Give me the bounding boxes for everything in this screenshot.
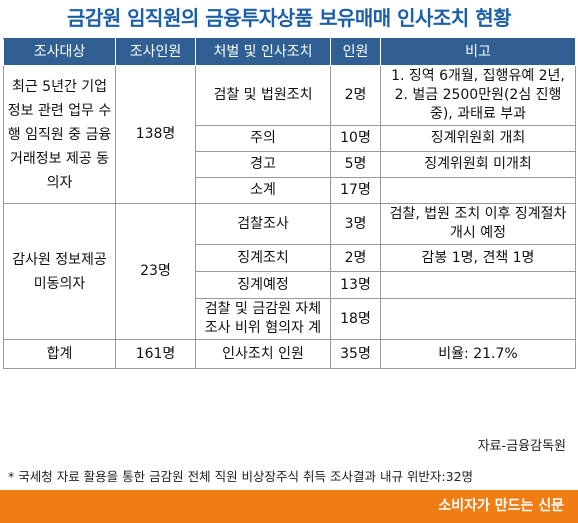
group2-note xyxy=(380,271,576,299)
group2-num: 13명 xyxy=(330,271,381,299)
group1-action: 경고 xyxy=(195,151,331,178)
table-header-row: 조사대상 조사인원 처벌 및 인사조치 인원 비고 xyxy=(3,38,576,66)
group1-note: 징계위원회 미개최 xyxy=(380,151,576,178)
group2-num: 3명 xyxy=(330,203,381,245)
group1-count: 138명 xyxy=(115,65,196,204)
source-credit: 자료-금융감독원 xyxy=(477,439,566,454)
group1-note xyxy=(380,177,576,204)
group2-note: 검찰, 법원 조치 이후 징계절차 개시 예정 xyxy=(380,203,576,245)
header-target: 조사대상 xyxy=(3,38,116,66)
total-count: 161명 xyxy=(115,339,196,369)
group2-num: 18명 xyxy=(330,298,381,340)
group1-note: 징계위원회 개최 xyxy=(380,125,576,152)
group2-action: 검찰조사 xyxy=(195,203,331,245)
total-row: 합계 161명 인사조치 인원 35명 비율: 21.7% xyxy=(3,339,576,369)
inspection-table: 조사대상 조사인원 처벌 및 인사조치 인원 비고 최근 5년간 기업정보 관련… xyxy=(3,38,576,369)
total-label: 합계 xyxy=(3,339,116,369)
header-num: 인원 xyxy=(330,38,381,66)
group1-action: 소계 xyxy=(195,177,331,204)
total-note: 비율: 21.7% xyxy=(380,339,576,369)
table-row: 징계예정 13명 xyxy=(4,271,576,299)
brand-slogan: 소비자가 만드는 신문 xyxy=(438,498,564,514)
page-title: 금감원 임직원의 금융투자상품 보유매매 인사조치 현황 xyxy=(66,6,512,30)
table-row: 소계 17명 xyxy=(4,177,576,204)
total-num: 35명 xyxy=(330,339,381,369)
table-row: 감사원 정보제공 미동의자 23명 검찰조사 3명 검찰, 법원 조치 이후 징… xyxy=(3,203,576,340)
header-action: 처벌 및 인사조치 xyxy=(195,38,331,66)
group1-action: 검찰 및 법원조치 xyxy=(195,65,331,126)
group2-action: 검찰 및 금감원 자체조사 비위 혐의자 계 xyxy=(195,298,331,340)
table-row: 징계조치 2명 감봉 1명, 견책 1명 xyxy=(4,244,576,272)
table-row: 주의 10명 징계위원회 개최 xyxy=(4,125,576,152)
group1-note: 1. 징역 6개월, 집행유예 2년, 2. 벌금 2500만원(2심 진행 중… xyxy=(380,65,576,126)
header-count: 조사인원 xyxy=(115,38,196,66)
table-row: 최근 5년간 기업정보 관련 업무 수행 임직원 중 금융거래정보 제공 동의자… xyxy=(3,65,576,204)
group2-target: 감사원 정보제공 미동의자 xyxy=(3,203,116,340)
group2-num: 2명 xyxy=(330,244,381,272)
brand-bar: 소비자가 만드는 신문 xyxy=(0,490,578,523)
group1-num: 2명 xyxy=(330,65,381,126)
group2-note: 감봉 1명, 견책 1명 xyxy=(380,244,576,272)
group1-action: 주의 xyxy=(195,125,331,152)
total-action: 인사조치 인원 xyxy=(195,339,331,369)
table-row: 경고 5명 징계위원회 미개최 xyxy=(4,151,576,178)
group2-action: 징계예정 xyxy=(195,271,331,299)
group2-note xyxy=(380,298,576,340)
footnote: * 국세청 자료 활용을 통한 금감원 전체 직원 비상장주식 취득 조사결과 … xyxy=(8,469,474,484)
header-note: 비고 xyxy=(380,38,576,66)
group2-action: 징계조치 xyxy=(195,244,331,272)
group1-target: 최근 5년간 기업정보 관련 업무 수행 임직원 중 금융거래정보 제공 동의자 xyxy=(3,65,116,204)
group1-num: 17명 xyxy=(330,177,381,204)
group1-num: 5명 xyxy=(330,151,381,178)
group1-num: 10명 xyxy=(330,125,381,152)
group2-count: 23명 xyxy=(115,203,196,340)
